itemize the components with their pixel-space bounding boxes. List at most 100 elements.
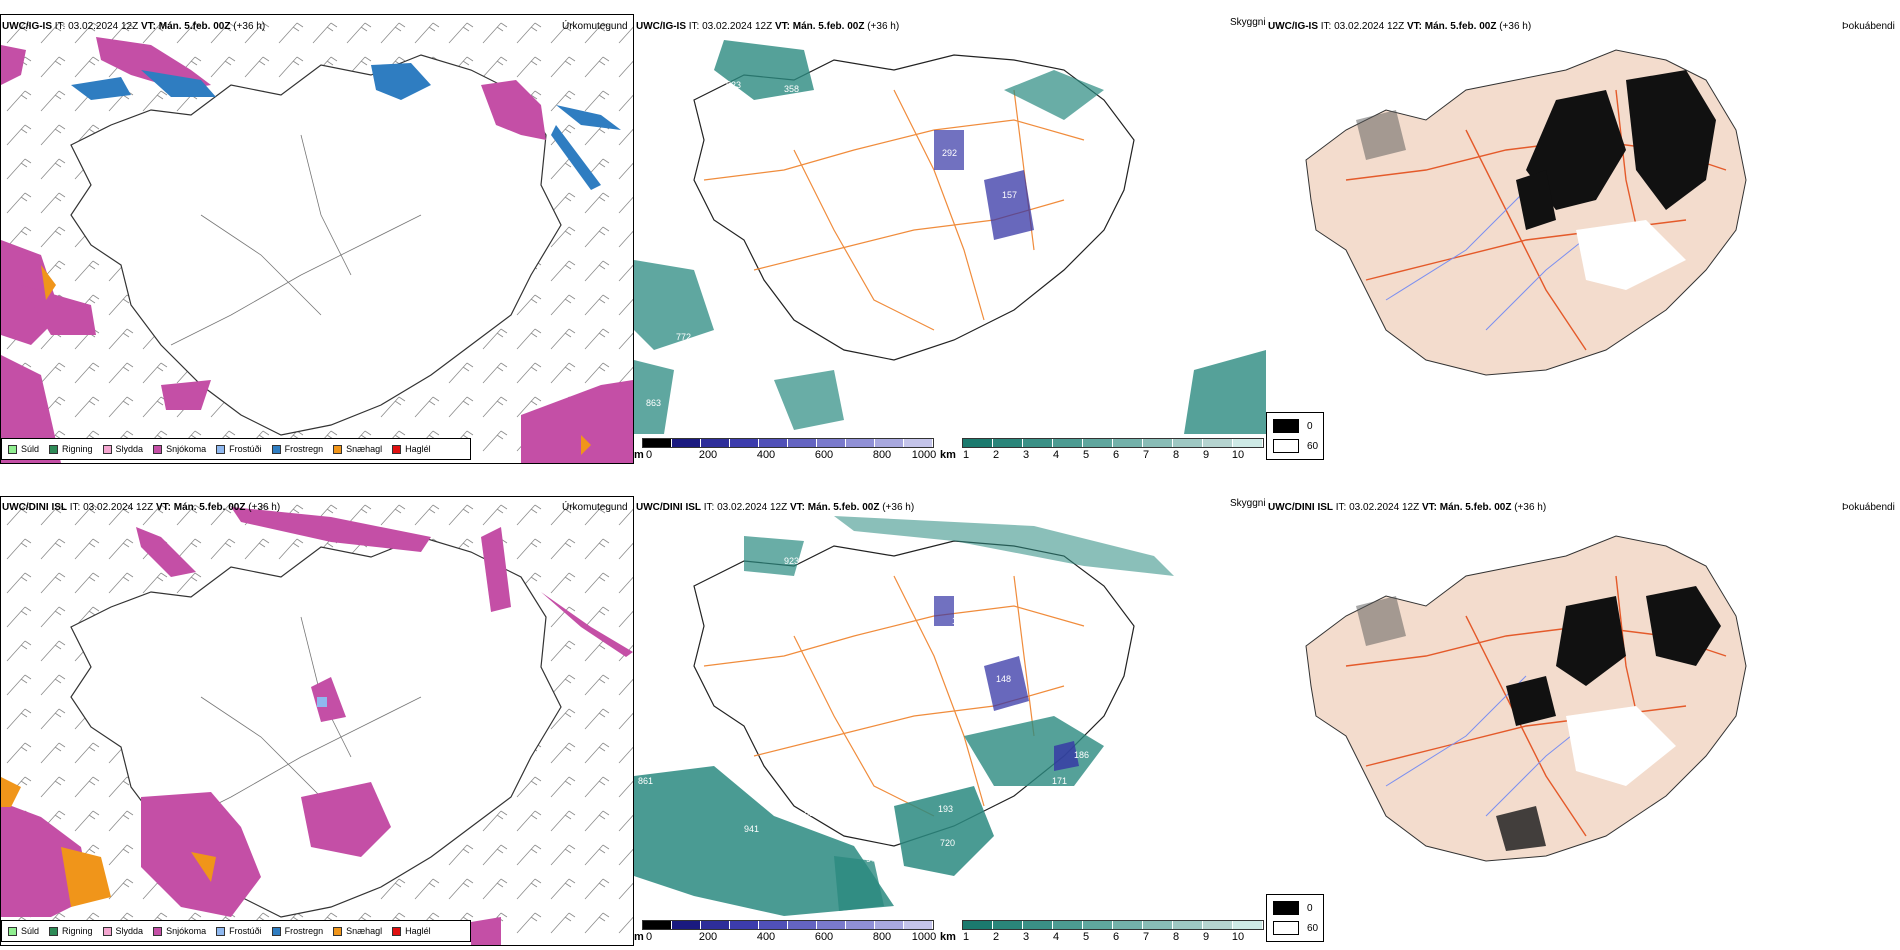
precip-type-map-top <box>0 14 634 464</box>
model-name: UWC/IG-IS <box>636 21 686 32</box>
it-label: IT: <box>1335 502 1347 513</box>
visibility-panel-top: 523 358 292 157 772 863 557 <box>634 30 1266 434</box>
legend-item-slydda: Slydda <box>102 444 143 454</box>
visibility-tick: 8 <box>1172 449 1180 461</box>
panel-title-visibility-top: Skyggni <box>1230 17 1266 28</box>
visibility-ramp <box>962 920 1264 930</box>
map-label: 557 <box>844 418 859 428</box>
precip-type-panel-bottom: Súld Rigning Slydda Snjókoma Frostúði Fr… <box>0 496 634 946</box>
legend-item-haglel: Haglél <box>392 926 431 936</box>
legend-swatch <box>271 444 281 454</box>
vt-label: VT: <box>1406 21 1422 32</box>
map-label: 176 <box>994 804 1009 814</box>
map-label: 153 <box>952 616 967 626</box>
legend-swatch <box>153 926 163 936</box>
legend-swatch <box>102 926 112 936</box>
ceiling-tick: 600 <box>814 449 834 461</box>
visibility-tick: 3 <box>1022 931 1030 943</box>
vt-value: Mán. 5.feb. 00Z <box>1439 502 1512 513</box>
map-label: 148 <box>996 674 1011 684</box>
visibility-tick: 4 <box>1052 931 1060 943</box>
vt-label: VT: <box>789 502 805 513</box>
map-label: 979 <box>866 854 881 864</box>
fog-legend-item: 0 <box>1273 901 1313 915</box>
visibility-tick: 7 <box>1142 449 1150 461</box>
fog-legend-item: 0 <box>1273 419 1313 433</box>
it-value: 03.02.2024 12Z <box>702 21 773 32</box>
visibility-tick: 2 <box>992 449 1000 461</box>
map-label: 923 <box>784 556 799 566</box>
ceiling-tick: 0 <box>645 449 653 461</box>
visibility-tick: 6 <box>1112 931 1120 943</box>
legend-item-frostudi: Frostúði <box>216 444 262 454</box>
road-network <box>1345 575 1727 837</box>
legend-swatch <box>216 444 226 454</box>
it-value: 03.02.2024 12Z <box>1334 21 1405 32</box>
it-value: 03.02.2024 12Z <box>717 502 788 513</box>
ceiling-tick: 0 <box>645 931 653 943</box>
visibility-unit: km <box>940 931 956 943</box>
ceiling-tick: 1000 <box>911 931 937 943</box>
visibility-tick: 1 <box>962 449 970 461</box>
road-network <box>703 575 1085 817</box>
ceiling-ramp <box>642 438 934 448</box>
ceiling-tick: 200 <box>698 449 718 461</box>
map-label: 197 <box>1054 660 1069 670</box>
visibility-tick: 8 <box>1172 931 1180 943</box>
lead-time: (+36 h) <box>248 502 281 513</box>
vt-label: VT: <box>155 502 171 513</box>
map-label: 941 <box>744 824 759 834</box>
visibility-colorbar-bottom: km 1 2 3 4 5 6 7 8 9 10 <box>940 920 1266 946</box>
map-label: 139 <box>1062 800 1077 810</box>
visibility-tick: 2 <box>992 931 1000 943</box>
fog-legend-swatch <box>1273 439 1299 453</box>
legend-swatch <box>392 926 402 936</box>
legend-item-haglel: Haglél <box>392 444 431 454</box>
map-label: 193 <box>938 804 953 814</box>
vt-value: Mán. 5.feb. 00Z <box>173 502 246 513</box>
ceiling-ramp <box>642 920 934 930</box>
it-label: IT: <box>703 502 715 513</box>
map-label: 836 <box>804 808 819 818</box>
vt-value: Mán. 5.feb. 00Z <box>792 21 865 32</box>
iceland-outline <box>693 54 1135 361</box>
legend-swatch <box>333 444 343 454</box>
ceiling-tick: 400 <box>756 931 776 943</box>
fog-legend-item: 60 <box>1273 439 1318 453</box>
visibility-ramp <box>962 438 1264 448</box>
visibility-tick: 6 <box>1112 449 1120 461</box>
legend-swatch <box>216 926 226 936</box>
panel-title-fog-bottom: Þokuábendi <box>1842 502 1895 513</box>
legend-swatch <box>102 444 112 454</box>
it-value: 03.02.2024 12Z <box>1349 502 1420 513</box>
map-label: 863 <box>646 398 661 408</box>
panel-title-fog-top: Þokuábendi <box>1842 21 1895 32</box>
map-label: 186 <box>1074 750 1089 760</box>
vt-value: Mán. 5.feb. 00Z <box>1424 21 1497 32</box>
visibility-tick: 9 <box>1202 931 1210 943</box>
fog-panel-bottom <box>1266 516 1900 896</box>
legend-swatch <box>271 926 281 936</box>
panel-title-precip-top: Úrkomutegund <box>562 21 628 32</box>
map-label: 358 <box>784 84 799 94</box>
legend-item-frostregn: Frostregn <box>271 926 323 936</box>
fog-legend-swatch <box>1273 921 1299 935</box>
legend-swatch <box>49 926 59 936</box>
precip-legend-top: Súld Rigning Slydda Snjókoma Frostúði Fr… <box>1 438 471 460</box>
map-label: 772 <box>676 332 691 342</box>
legend-item-snjokoma: Snjókoma <box>153 444 206 454</box>
panel-title-visibility-bottom: Skyggni <box>1230 498 1266 509</box>
visibility-tick: 3 <box>1022 449 1030 461</box>
vt-value: Mán. 5.feb. 00Z <box>807 502 880 513</box>
lead-time: (+36 h) <box>1499 21 1532 32</box>
map-label: 861 <box>638 776 653 786</box>
map-label: 171 <box>1052 776 1067 786</box>
iceland-outline <box>70 54 562 436</box>
visibility-tick: 1 <box>962 931 970 943</box>
vt-value: Mán. 5.feb. 00Z <box>158 21 231 32</box>
run-info-top-1: UWC/IG-IS IT: 03.02.2024 12Z VT: Mán. 5.… <box>2 21 265 32</box>
ceiling-tick: 800 <box>872 449 892 461</box>
run-info-top-2: UWC/IG-IS IT: 03.02.2024 12Z VT: Mán. 5.… <box>636 21 899 32</box>
legend-item-slydda: Slydda <box>102 926 143 936</box>
visibility-panel-bottom: 923 153 197 148 186 171 139 193 176 861 … <box>634 516 1266 916</box>
